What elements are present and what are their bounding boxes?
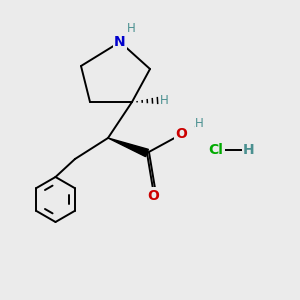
Text: O: O [176, 127, 188, 140]
Text: Cl: Cl [208, 143, 224, 157]
Text: O: O [147, 189, 159, 202]
Polygon shape [108, 138, 148, 157]
Text: H: H [195, 117, 204, 130]
Text: H: H [127, 22, 136, 35]
Text: H: H [160, 94, 169, 107]
Text: H: H [243, 143, 255, 157]
Text: N: N [114, 35, 126, 49]
